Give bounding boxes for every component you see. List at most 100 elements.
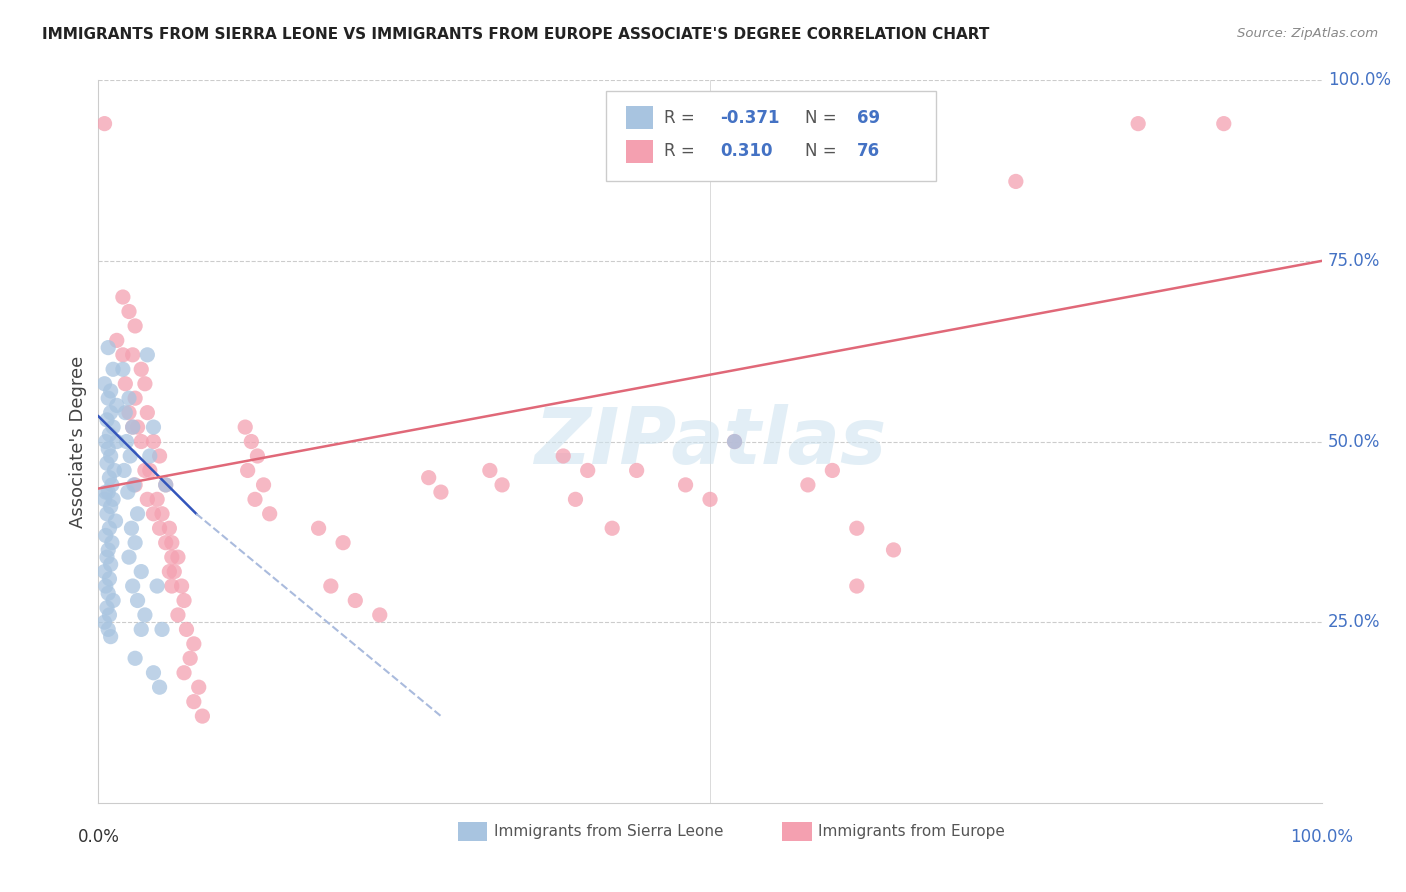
Point bbox=[146, 492, 169, 507]
Point bbox=[124, 478, 146, 492]
Point bbox=[723, 434, 745, 449]
Point bbox=[155, 478, 177, 492]
Point bbox=[183, 695, 205, 709]
Point bbox=[101, 420, 124, 434]
Point bbox=[96, 456, 118, 470]
Point bbox=[100, 406, 122, 420]
Point bbox=[344, 593, 367, 607]
Point bbox=[821, 463, 844, 477]
Point bbox=[233, 420, 256, 434]
Point bbox=[600, 521, 623, 535]
Point bbox=[155, 535, 177, 549]
Point bbox=[96, 413, 118, 427]
Point bbox=[149, 680, 172, 694]
Point bbox=[173, 593, 195, 607]
Text: 100.0%: 100.0% bbox=[1291, 828, 1353, 847]
Point bbox=[160, 579, 183, 593]
Point bbox=[191, 709, 214, 723]
Point bbox=[124, 535, 146, 549]
Text: IMMIGRANTS FROM SIERRA LEONE VS IMMIGRANTS FROM EUROPE ASSOCIATE'S DEGREE CORREL: IMMIGRANTS FROM SIERRA LEONE VS IMMIGRAN… bbox=[42, 27, 990, 42]
Text: R =: R = bbox=[664, 142, 695, 160]
Text: N =: N = bbox=[806, 142, 837, 160]
Point bbox=[120, 521, 142, 535]
Point bbox=[142, 507, 165, 521]
Text: 69: 69 bbox=[856, 109, 880, 127]
Point bbox=[1128, 117, 1150, 131]
Point bbox=[98, 470, 121, 484]
Point bbox=[142, 420, 165, 434]
Point bbox=[626, 463, 648, 477]
Point bbox=[236, 463, 259, 477]
Point bbox=[246, 449, 269, 463]
Point bbox=[243, 492, 266, 507]
Point bbox=[97, 623, 120, 637]
Point bbox=[112, 463, 135, 477]
Point bbox=[576, 463, 599, 477]
Point bbox=[105, 398, 128, 412]
Point bbox=[332, 535, 354, 549]
Point bbox=[797, 478, 820, 492]
Point bbox=[124, 391, 146, 405]
Text: 75.0%: 75.0% bbox=[1327, 252, 1381, 270]
Point bbox=[553, 449, 575, 463]
Point bbox=[149, 521, 172, 535]
Point bbox=[100, 384, 122, 398]
Point bbox=[167, 607, 190, 622]
Point bbox=[98, 607, 121, 622]
Point bbox=[179, 651, 201, 665]
Point bbox=[149, 449, 172, 463]
Point bbox=[134, 607, 156, 622]
Point bbox=[94, 434, 117, 449]
Point bbox=[142, 434, 165, 449]
Point bbox=[97, 542, 120, 557]
Point bbox=[478, 463, 501, 477]
Text: Source: ZipAtlas.com: Source: ZipAtlas.com bbox=[1237, 27, 1378, 40]
Point bbox=[97, 586, 120, 600]
Point bbox=[94, 528, 117, 542]
FancyBboxPatch shape bbox=[782, 822, 811, 841]
Point bbox=[1212, 117, 1234, 131]
Text: -0.371: -0.371 bbox=[720, 109, 779, 127]
Point bbox=[163, 565, 186, 579]
Point bbox=[564, 492, 586, 507]
Point bbox=[98, 427, 121, 442]
Point bbox=[104, 514, 127, 528]
Point bbox=[100, 558, 122, 572]
Text: Immigrants from Europe: Immigrants from Europe bbox=[818, 824, 1004, 839]
Point bbox=[120, 449, 142, 463]
Point bbox=[675, 478, 697, 492]
Point bbox=[883, 542, 905, 557]
Point bbox=[97, 485, 120, 500]
Point bbox=[101, 478, 124, 492]
FancyBboxPatch shape bbox=[606, 91, 936, 181]
Point bbox=[118, 304, 141, 318]
Point bbox=[121, 420, 143, 434]
Point bbox=[252, 478, 274, 492]
Text: ZIPatlas: ZIPatlas bbox=[534, 403, 886, 480]
Text: 76: 76 bbox=[856, 142, 880, 160]
Point bbox=[845, 579, 868, 593]
Point bbox=[259, 507, 281, 521]
Point bbox=[118, 406, 141, 420]
Text: N =: N = bbox=[806, 109, 837, 127]
Point bbox=[368, 607, 391, 622]
Point bbox=[101, 535, 124, 549]
Text: 0.310: 0.310 bbox=[720, 142, 772, 160]
Text: 0.0%: 0.0% bbox=[77, 828, 120, 847]
FancyBboxPatch shape bbox=[626, 106, 652, 129]
Point bbox=[100, 630, 122, 644]
Point bbox=[97, 341, 120, 355]
Point bbox=[136, 348, 159, 362]
Point bbox=[418, 470, 440, 484]
Point bbox=[1004, 174, 1026, 188]
Point bbox=[240, 434, 263, 449]
Point bbox=[101, 492, 124, 507]
Point bbox=[160, 550, 183, 565]
Point bbox=[129, 362, 152, 376]
FancyBboxPatch shape bbox=[626, 139, 652, 162]
Point bbox=[114, 406, 136, 420]
Point bbox=[121, 579, 143, 593]
Point bbox=[136, 406, 159, 420]
Point bbox=[124, 318, 146, 333]
Text: 50.0%: 50.0% bbox=[1327, 433, 1381, 450]
